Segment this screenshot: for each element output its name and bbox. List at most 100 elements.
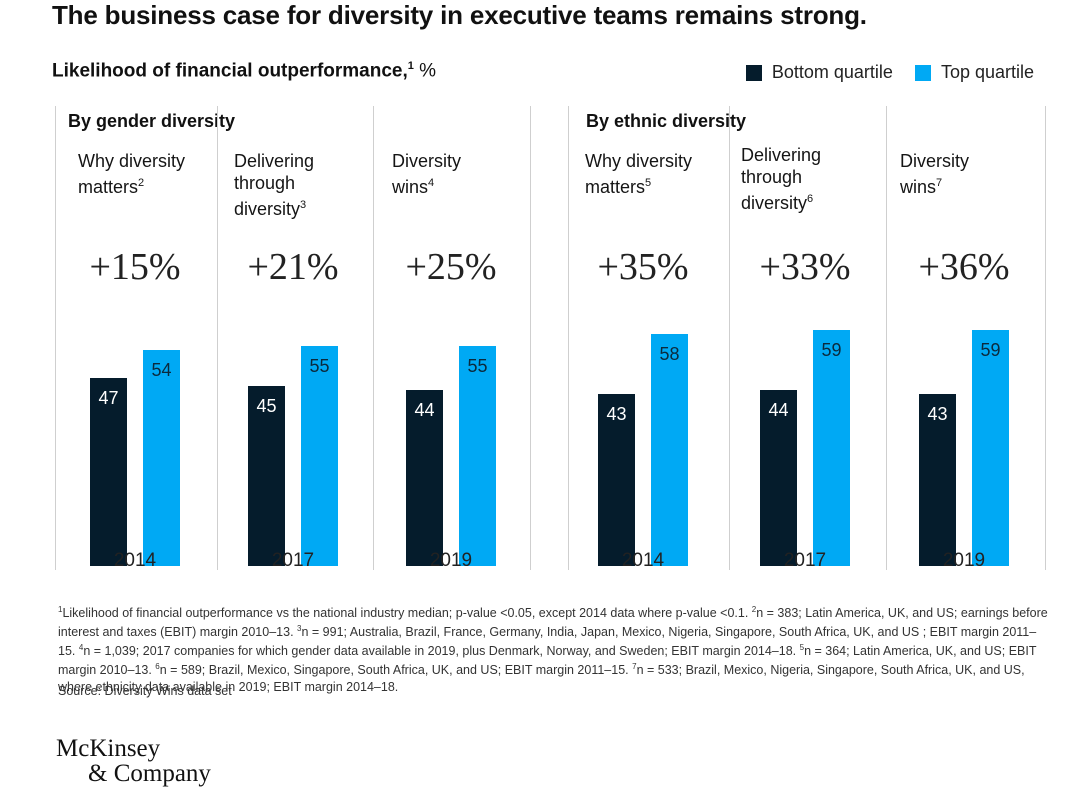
data-label-top-quartile: 59	[821, 340, 841, 360]
bar-bottom-quartile	[248, 386, 285, 566]
group-title-gender: By gender diversity	[68, 111, 236, 131]
data-label-bottom-quartile: 47	[98, 388, 118, 408]
bar-top-quartile	[459, 346, 496, 566]
panel-title-line: wins	[392, 177, 429, 197]
panel-title-line: Diversity	[392, 151, 462, 171]
footnote-marker: 6	[155, 662, 160, 672]
x-tick-label-year: 2014	[622, 550, 665, 571]
footnote-text: n = 991; Australia, Brazil, France, Germ…	[58, 625, 1037, 659]
footnote-text: n = 364; Latin America, UK, and US; EBIT…	[58, 644, 1037, 678]
panel-title-line: matters	[585, 177, 646, 197]
data-label-top-quartile: 59	[980, 340, 1000, 360]
divider-line	[217, 106, 218, 570]
uplift-percentage: +33%	[759, 246, 851, 288]
legend-label-bottom-quartile: Bottom quartile	[771, 62, 893, 82]
panel-title-line: diversity	[741, 193, 808, 213]
data-label-top-quartile: 58	[659, 344, 679, 364]
footnotes: 1Likelihood of financial outperformance …	[58, 602, 1048, 695]
footnote-marker: 7	[632, 662, 637, 672]
divider-line	[729, 106, 730, 570]
uplift-percentage: +15%	[89, 246, 181, 288]
panel-title-footnote-ref: 4	[428, 177, 435, 189]
bar-top-quartile	[301, 346, 338, 566]
x-tick-label-year: 2017	[272, 550, 314, 571]
data-label-bottom-quartile: 44	[768, 400, 788, 420]
divider-line	[568, 106, 569, 570]
footnote-marker: 5	[799, 643, 805, 653]
panel-title-line: diversity	[234, 199, 301, 219]
panel-title-line: Delivering	[234, 151, 315, 171]
footnote-text: n = 383; Latin America, UK, and US; earn…	[58, 606, 1048, 640]
legend-swatch-bottom-quartile	[745, 64, 762, 81]
x-tick-label-year: 2019	[430, 550, 472, 571]
panel-title-footnote-ref: 7	[936, 177, 943, 189]
panel-title-line: through	[741, 167, 803, 187]
panel-title: Why diversity matters2	[78, 150, 185, 198]
panel-title-line: Diversity	[900, 151, 970, 171]
footnote-marker: 1	[58, 605, 63, 614]
footnote-text: n = 1,039; 2017 companies for which gend…	[83, 644, 800, 659]
subtitle-text: Likelihood of financial outperformance,	[52, 60, 408, 82]
panel-title: Diversity wins7	[900, 150, 969, 198]
uplift-percentage: +36%	[918, 246, 1010, 288]
divider-line	[886, 106, 887, 570]
data-label-bottom-quartile: 45	[256, 396, 276, 416]
data-label-top-quartile: 54	[151, 360, 171, 380]
bar-top-quartile	[972, 330, 1009, 566]
x-tick-label-year: 2017	[784, 550, 826, 571]
legend-swatch-top-quartile	[914, 64, 931, 81]
footnote-marker: 4	[78, 643, 84, 653]
panel-title: Diversity wins4	[392, 150, 461, 198]
data-label-bottom-quartile: 44	[414, 400, 434, 420]
footnote-text: Likelihood of financial outperformance v…	[62, 606, 752, 621]
logo-line-2: & Company	[88, 760, 211, 787]
bar-top-quartile	[651, 334, 688, 566]
data-label-bottom-quartile: 43	[927, 404, 947, 424]
footnote-marker: 3	[297, 624, 302, 634]
chart-title: The business case for diversity in execu…	[52, 0, 867, 30]
logo-line-1: McKinsey	[56, 735, 161, 762]
group-title-ethnic: By ethnic diversity	[586, 111, 747, 131]
bar-top-quartile	[143, 350, 180, 566]
footnote-text: n = 533; Brazil, Mexico, Nigeria, Singap…	[58, 663, 1025, 694]
panel-title-footnote-ref: 5	[645, 177, 652, 189]
source-note: Source: Diversity Wins data set	[58, 684, 232, 698]
panel-title-line: Why diversity	[78, 151, 186, 171]
subtitle-footnote-ref: 1	[407, 60, 414, 72]
uplift-percentage: +21%	[247, 246, 339, 288]
data-label-bottom-quartile: 43	[606, 404, 626, 424]
subtitle-unit: %	[413, 60, 437, 82]
footnote-marker: 2	[751, 605, 757, 614]
divider-line	[1045, 106, 1046, 570]
data-label-top-quartile: 55	[309, 356, 329, 376]
panel-title-line: wins	[900, 177, 937, 197]
divider-line	[530, 106, 531, 570]
panel-title: Delivering through diversity3	[234, 150, 314, 220]
uplift-percentage: +35%	[597, 246, 689, 288]
divider-line	[55, 106, 56, 570]
bar-bottom-quartile	[90, 378, 127, 566]
panel-title-line: matters	[78, 177, 139, 197]
panel-title-footnote-ref: 3	[300, 199, 307, 211]
panel-title: Delivering through diversity6	[741, 144, 821, 214]
uplift-percentage: +25%	[405, 246, 497, 288]
x-tick-label-year: 2014	[114, 550, 157, 571]
bar-bottom-quartile	[598, 394, 635, 566]
bar-bottom-quartile	[919, 394, 956, 566]
panel-title-line: through	[234, 173, 296, 193]
legend: Bottom quartile Top quartile	[724, 62, 1034, 83]
panel-title-line: Why diversity	[585, 151, 693, 171]
legend-item-top-quartile: Top quartile	[914, 62, 1034, 83]
panel-title-footnote-ref: 6	[807, 193, 814, 205]
legend-label-top-quartile: Top quartile	[940, 62, 1034, 82]
mckinsey-logo: McKinsey & Company	[56, 736, 211, 786]
panel-title: Why diversity matters5	[585, 150, 692, 198]
bar-top-quartile	[813, 330, 850, 566]
footnote-text: n = 589; Brazil, Mexico, Singapore, Sout…	[159, 663, 633, 678]
x-tick-label-year: 2019	[943, 550, 985, 571]
bar-bottom-quartile	[760, 390, 797, 566]
data-label-top-quartile: 55	[467, 356, 487, 376]
chart-subtitle: Likelihood of financial outperformance,1…	[52, 60, 436, 82]
panel-title-footnote-ref: 2	[138, 177, 145, 189]
